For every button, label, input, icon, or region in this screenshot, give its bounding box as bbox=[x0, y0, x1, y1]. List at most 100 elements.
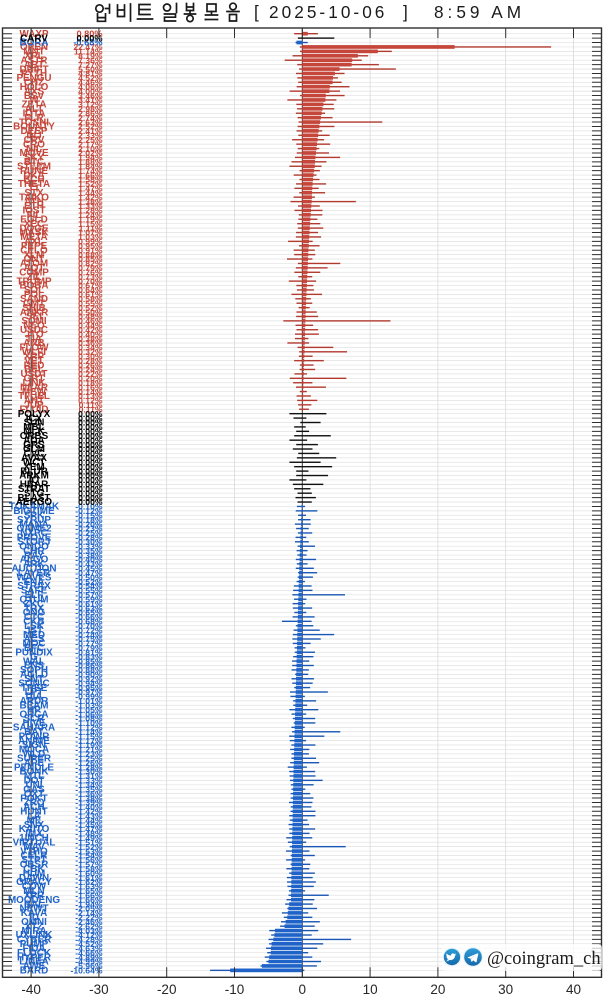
svg-text:1.58%: 1.58% bbox=[78, 175, 103, 185]
svg-text:TFUEL: TFUEL bbox=[18, 391, 50, 402]
svg-text:-0.28%: -0.28% bbox=[75, 533, 103, 543]
svg-text:1.47%: 1.47% bbox=[78, 184, 103, 194]
svg-text:-1.54%: -1.54% bbox=[75, 851, 103, 861]
svg-text:-1.47%: -1.47% bbox=[75, 824, 103, 834]
svg-text:2.33%: 2.33% bbox=[78, 131, 103, 141]
svg-text:ARKM: ARKM bbox=[19, 471, 49, 482]
svg-text:4.06%: 4.06% bbox=[78, 82, 103, 92]
svg-text:ONDO: ONDO bbox=[19, 541, 49, 552]
svg-text:0.14%: 0.14% bbox=[78, 387, 103, 397]
svg-text:-0.95%: -0.95% bbox=[75, 683, 103, 693]
svg-text:-0.68%: -0.68% bbox=[75, 617, 103, 627]
svg-text:-2.22%: -2.22% bbox=[75, 913, 103, 923]
svg-text:2.41%: 2.41% bbox=[78, 126, 103, 136]
svg-text:XLM: XLM bbox=[24, 250, 45, 261]
svg-text:STEEM: STEEM bbox=[17, 161, 51, 172]
svg-text:-10: -10 bbox=[225, 982, 245, 997]
svg-text:0.00%: 0.00% bbox=[78, 435, 103, 445]
svg-text:SNT: SNT bbox=[24, 674, 44, 685]
svg-text:STX: STX bbox=[24, 188, 44, 199]
svg-text:-0.66%: -0.66% bbox=[75, 612, 103, 622]
svg-text:-0.90%: -0.90% bbox=[75, 670, 103, 680]
svg-text:SKY: SKY bbox=[24, 153, 45, 164]
svg-text:-1.31%: -1.31% bbox=[75, 771, 103, 781]
svg-text:ARDR: ARDR bbox=[20, 696, 49, 707]
svg-text:USDT: USDT bbox=[21, 369, 48, 380]
svg-text:ARK: ARK bbox=[23, 559, 45, 570]
svg-text:SUPER: SUPER bbox=[17, 753, 51, 764]
svg-text:0.26%: 0.26% bbox=[78, 360, 103, 370]
svg-text:40: 40 bbox=[566, 982, 581, 997]
svg-text:UXLINK: UXLINK bbox=[16, 930, 54, 941]
svg-text:0.12%: 0.12% bbox=[78, 396, 103, 406]
svg-text:-2.05%: -2.05% bbox=[75, 904, 103, 914]
svg-text:LINEA: LINEA bbox=[19, 957, 49, 968]
svg-text:1.52%: 1.52% bbox=[78, 179, 103, 189]
svg-text:0.88%: 0.88% bbox=[78, 250, 103, 260]
svg-text:0.00%: 0.00% bbox=[78, 471, 103, 481]
svg-text:AGLD: AGLD bbox=[20, 670, 48, 681]
svg-text:WLFI: WLFI bbox=[22, 347, 46, 358]
svg-text:0.42%: 0.42% bbox=[78, 325, 103, 335]
svg-text:0.20%: 0.20% bbox=[78, 374, 103, 384]
svg-text:MTL: MTL bbox=[24, 771, 44, 782]
svg-text:TOKAMAK: TOKAMAK bbox=[9, 502, 60, 513]
svg-text:PUMP: PUMP bbox=[20, 939, 49, 950]
svg-text:MIRA: MIRA bbox=[21, 926, 46, 937]
svg-text:CRO: CRO bbox=[23, 139, 45, 150]
svg-text:4.81%: 4.81% bbox=[78, 69, 103, 79]
svg-text:-1.94%: -1.94% bbox=[75, 899, 103, 909]
svg-text:1.94%: 1.94% bbox=[78, 153, 103, 163]
svg-text:0.00%: 0.00% bbox=[78, 413, 103, 423]
svg-text:2.52%: 2.52% bbox=[78, 122, 103, 132]
svg-text:-0.47%: -0.47% bbox=[75, 568, 103, 578]
svg-text:0.46%: 0.46% bbox=[78, 316, 103, 326]
svg-text:0.36%: 0.36% bbox=[78, 338, 103, 348]
svg-text:JST: JST bbox=[25, 625, 43, 636]
svg-text:-1.01%: -1.01% bbox=[75, 696, 103, 706]
svg-text:JTO: JTO bbox=[24, 329, 43, 340]
svg-text:SCR: SCR bbox=[24, 714, 45, 725]
svg-text:ZRO: ZRO bbox=[24, 798, 45, 809]
svg-text:0.30%: 0.30% bbox=[78, 351, 103, 361]
svg-text:-0.54%: -0.54% bbox=[75, 581, 103, 591]
svg-text:-1.28%: -1.28% bbox=[75, 762, 103, 772]
svg-text:-1.58%: -1.58% bbox=[75, 864, 103, 874]
svg-text:0: 0 bbox=[299, 982, 307, 997]
svg-text:-1.12%: -1.12% bbox=[75, 723, 103, 733]
svg-text:CELO: CELO bbox=[20, 245, 48, 256]
svg-text:BEL: BEL bbox=[24, 365, 44, 376]
svg-text:BFC: BFC bbox=[24, 643, 44, 654]
svg-text:0.00%: 0.00% bbox=[78, 480, 103, 490]
svg-text:-1.34%: -1.34% bbox=[75, 780, 103, 790]
svg-text:-1.56%: -1.56% bbox=[75, 855, 103, 865]
svg-text:COW: COW bbox=[22, 882, 47, 893]
svg-text:TREE: TREE bbox=[21, 683, 48, 694]
svg-text:WLD: WLD bbox=[23, 749, 45, 760]
svg-text:BORA: BORA bbox=[19, 38, 48, 49]
svg-text:-1.49%: -1.49% bbox=[75, 833, 103, 843]
svg-text:-4.03%: -4.03% bbox=[75, 926, 103, 936]
svg-text:ARB: ARB bbox=[23, 338, 44, 349]
svg-text:1.07%: 1.07% bbox=[78, 228, 103, 238]
svg-text:-4.99%: -4.99% bbox=[75, 957, 103, 967]
svg-text:-1.44%: -1.44% bbox=[75, 815, 103, 825]
svg-text:SEI: SEI bbox=[26, 312, 42, 323]
svg-text:0.00%: 0.00% bbox=[78, 457, 103, 467]
svg-text:WAVES: WAVES bbox=[17, 572, 52, 583]
svg-text:META: META bbox=[20, 232, 47, 243]
svg-text:BARD: BARD bbox=[20, 966, 49, 977]
svg-text:MAV: MAV bbox=[23, 842, 45, 853]
svg-text:0.48%: 0.48% bbox=[78, 312, 103, 322]
svg-text:1.24%: 1.24% bbox=[78, 210, 103, 220]
svg-text:STORJ: STORJ bbox=[18, 537, 51, 548]
svg-text:1INCH: 1INCH bbox=[19, 833, 49, 844]
svg-text:LPT: LPT bbox=[25, 687, 44, 698]
svg-text:LSK: LSK bbox=[24, 621, 45, 632]
svg-text:KAVA: KAVA bbox=[21, 908, 48, 919]
svg-text:30: 30 bbox=[498, 982, 513, 997]
svg-text:-2.46%: -2.46% bbox=[75, 917, 103, 927]
svg-text:W: W bbox=[29, 95, 39, 106]
svg-text:0.28%: 0.28% bbox=[78, 356, 103, 366]
svg-text:0.00%: 0.00% bbox=[78, 488, 103, 498]
